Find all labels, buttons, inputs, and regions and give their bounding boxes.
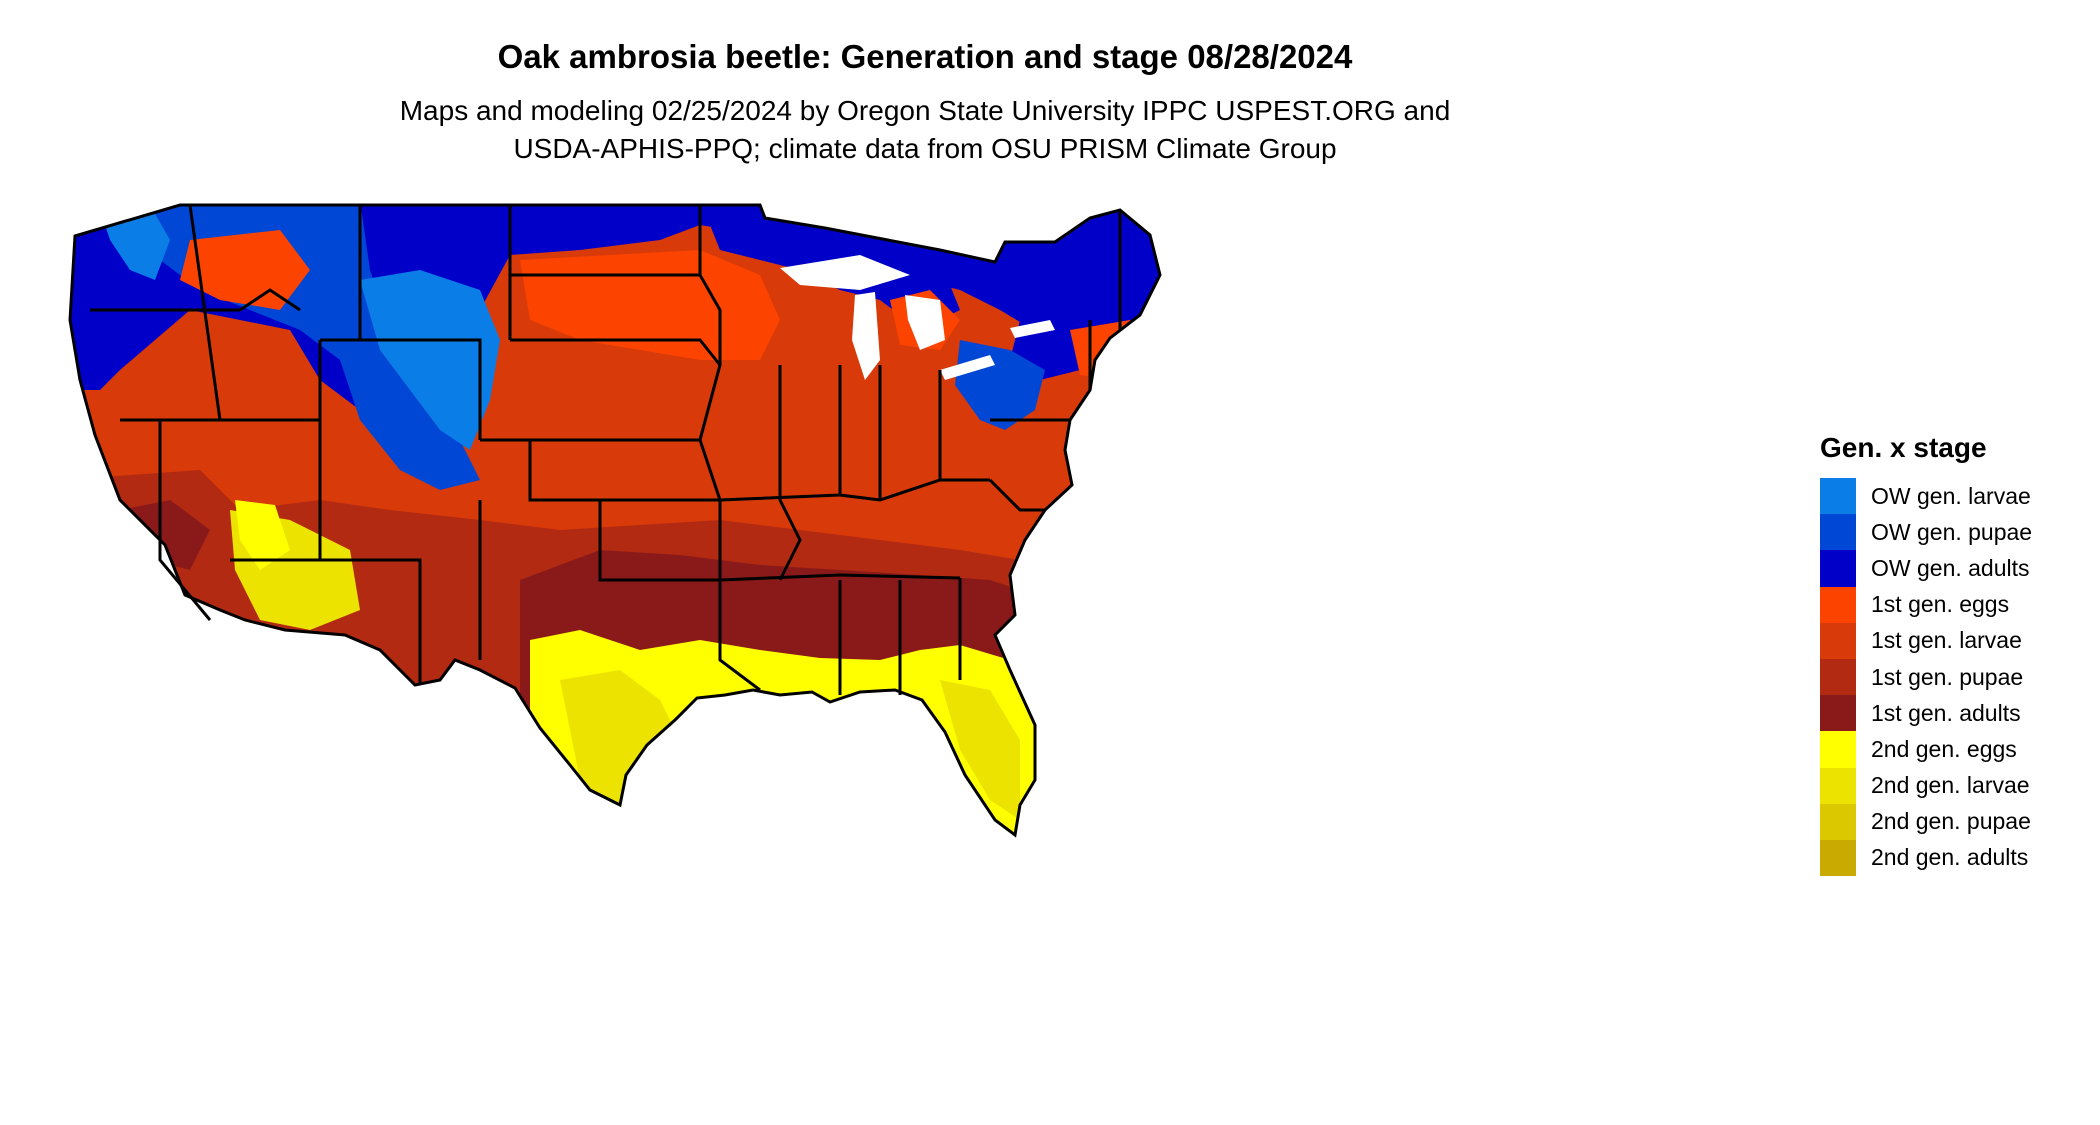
state-borders — [68, 203, 1162, 838]
legend-label: OW gen. pupae — [1871, 518, 2033, 545]
legend-swatch — [1820, 622, 1856, 659]
region-2nd-eggs-arizona — [235, 500, 290, 570]
legend-item: 2nd gen. adults — [1820, 839, 2032, 877]
legend-swatch — [1820, 478, 1856, 515]
legend-item: OW gen. pupae — [1820, 514, 2033, 551]
legend-label: OW gen. adults — [1871, 554, 2030, 581]
legend-swatch — [1820, 803, 1856, 840]
lake-superior — [780, 255, 910, 290]
map-subtitle: Maps and modeling 02/25/2024 by Oregon S… — [0, 92, 1850, 168]
region-1st-eggs-ny — [1070, 320, 1150, 380]
legend-item: 1st gen. pupae — [1820, 658, 2032, 696]
legend-item: 2nd gen. eggs — [1820, 731, 2032, 768]
lake-ontario — [1010, 320, 1055, 338]
legend-rows: OW gen. larvae OW gen. pupae OW gen. adult… — [1820, 478, 2033, 877]
legend-label: 2nd gen. eggs — [1871, 735, 2017, 762]
region-1st-adults-west — [120, 500, 210, 570]
lake-michigan — [852, 292, 880, 380]
legend-label: 1st gen. eggs — [1871, 591, 2010, 618]
legend-item: 2nd gen. pupae — [1820, 803, 2032, 840]
legend-label: 1st gen. adults — [1871, 699, 2021, 726]
legend-item: OW gen. larvae — [1820, 478, 2032, 515]
region-1st-eggs-plains — [520, 250, 780, 360]
legend-label: 1st gen. larvae — [1871, 627, 2022, 654]
legend-swatch — [1820, 839, 1856, 877]
legend-swatch — [1820, 550, 1856, 587]
legend-item: 1st gen. larvae — [1820, 622, 2032, 659]
legend-swatch — [1820, 586, 1856, 623]
region-ow-adults-north — [70, 205, 1160, 410]
legend-swatch — [1820, 514, 1856, 551]
legend-label: 2nd gen. larvae — [1871, 772, 2030, 799]
us-map-graphic — [68, 203, 1162, 838]
legend-label: 1st gen. pupae — [1871, 663, 2024, 690]
legend-title: Gen. x stage — [1820, 432, 1987, 463]
region-2nd-larvae-florida — [940, 680, 1020, 820]
region-ow-larvae-rockies — [360, 270, 500, 450]
legend-label: 2nd gen. pupae — [1871, 808, 2031, 835]
map-title: Oak ambrosia beetle: Generation and stag… — [497, 38, 1353, 75]
legend-swatch — [1820, 767, 1856, 804]
legend-swatch — [1820, 695, 1856, 732]
legend-item: 1st gen. eggs — [1820, 586, 2032, 623]
region-1st-adults-gulf — [520, 550, 1060, 835]
subtitle-line-1: Maps and modeling 02/25/2024 by Oregon S… — [399, 95, 1451, 126]
legend-swatch — [1820, 658, 1856, 696]
us-stage-map — [60, 180, 1790, 1120]
legend-item: 2nd gen. larvae — [1820, 767, 2032, 804]
legend-label: 2nd gen. adults — [1871, 844, 2029, 871]
legend-item: OW gen. adults — [1820, 550, 2032, 587]
subtitle-line-2: USDA-APHIS-PPQ; climate data from OSU PR… — [513, 133, 1337, 164]
region-1st-eggs-northwest — [180, 230, 310, 310]
legend-swatch — [1820, 731, 1856, 768]
legend-item: 1st gen. adults — [1820, 695, 2032, 732]
map-legend: Gen. x stage OW gen. larvae OW gen. pupae… — [1820, 432, 2033, 877]
legend-label: OW gen. larvae — [1871, 482, 2031, 509]
lake-huron — [905, 295, 945, 350]
lake-erie — [940, 355, 995, 380]
